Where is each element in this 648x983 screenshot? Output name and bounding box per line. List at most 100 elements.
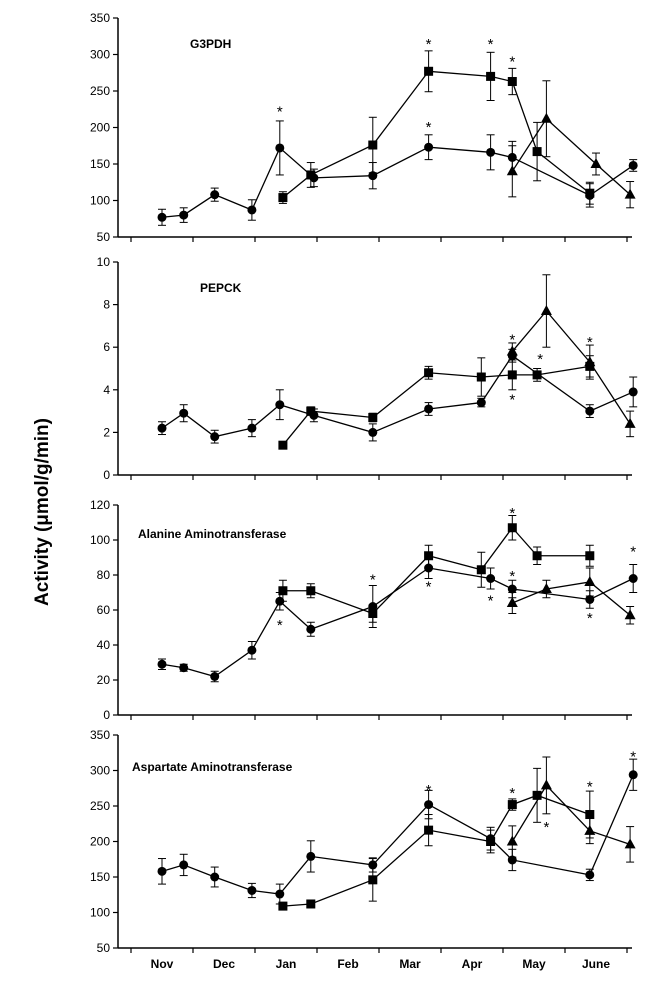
y-tick-label: 150 (90, 870, 110, 884)
significance-asterisk: * (509, 785, 515, 802)
y-tick-label: 2 (103, 425, 110, 439)
data-point-circle (628, 387, 638, 397)
series-line (511, 309, 631, 425)
data-point-circle (210, 190, 220, 200)
data-point-circle (628, 770, 638, 780)
data-point-square (486, 837, 496, 846)
significance-asterisk: * (509, 391, 515, 408)
significance-asterisk: * (509, 332, 515, 349)
data-point-square (507, 370, 517, 380)
data-point-square (585, 188, 595, 198)
data-point-triangle (624, 188, 636, 199)
series-triangle (506, 80, 636, 209)
series-circle (157, 348, 638, 444)
data-point-triangle (624, 417, 636, 428)
series-line (161, 567, 634, 678)
data-point-circle (210, 872, 220, 882)
y-tick-label: 300 (90, 764, 110, 778)
data-point-circle (585, 870, 595, 880)
significance-asterisk: * (426, 782, 432, 799)
data-point-circle (179, 860, 189, 870)
significance-asterisk: * (509, 505, 515, 522)
data-point-square (368, 875, 378, 885)
data-point-circle (157, 212, 167, 222)
data-point-circle (585, 595, 595, 604)
panel-3: 0 20 40 60 80 100 120 Alanine Aminotransferase *… (90, 498, 638, 722)
data-point-square (532, 551, 542, 561)
significance-asterisk: * (630, 544, 636, 561)
data-point-circle (247, 423, 257, 433)
data-point-circle (424, 404, 434, 414)
data-point-triangle (540, 304, 552, 315)
significance-asterisk: * (509, 53, 515, 70)
significance-asterisk: * (587, 610, 593, 627)
series-triangle (506, 756, 636, 863)
series-line (161, 354, 634, 438)
series-line (282, 794, 591, 907)
significance-asterisk: * (543, 819, 549, 836)
y-tick-label: 350 (90, 728, 110, 742)
significance-asterisk: * (426, 579, 432, 596)
y-tick-label: 0 (103, 708, 110, 722)
significance-asterisk: * (537, 351, 543, 368)
panel-title: Aspartate Aminotransferase (132, 760, 293, 774)
data-point-circle (275, 143, 285, 153)
y-tick-label: 120 (90, 498, 110, 512)
series-square (278, 515, 595, 623)
data-point-circle (157, 659, 167, 669)
data-point-square (424, 551, 434, 561)
data-point-circle (424, 800, 434, 810)
data-point-circle (476, 398, 486, 408)
significance-asterisk: * (630, 749, 636, 766)
data-point-circle (628, 574, 638, 583)
data-point-circle (179, 663, 189, 673)
data-point-circle (507, 855, 517, 865)
data-point-square (476, 372, 486, 382)
data-point-triangle (506, 597, 518, 607)
panel-title: G3PDH (190, 37, 231, 51)
data-point-triangle (540, 112, 552, 123)
significance-asterisk: * (370, 572, 376, 589)
data-point-square (368, 140, 378, 150)
month-label: Mar (399, 957, 421, 971)
series-line (161, 774, 634, 895)
data-point-circle (507, 584, 517, 594)
data-point-square (368, 412, 378, 422)
data-point-triangle (584, 356, 596, 367)
y-tick-label: 350 (90, 11, 110, 25)
month-label: Nov (151, 957, 174, 971)
data-point-circle (247, 205, 257, 215)
data-point-circle (424, 142, 434, 152)
data-point-triangle (506, 345, 518, 356)
data-point-triangle (624, 609, 636, 620)
series-square (278, 50, 595, 205)
data-point-square (306, 170, 316, 180)
data-point-square (585, 551, 595, 561)
data-point-square (507, 523, 517, 533)
panel-title: Alanine Aminotransferase (138, 527, 287, 541)
y-tick-label: 100 (90, 906, 110, 920)
data-point-circle (179, 210, 189, 220)
significance-asterisk: * (509, 568, 515, 585)
series-triangle (506, 274, 636, 438)
data-point-square (424, 825, 434, 835)
month-label: Apr (462, 957, 483, 971)
data-point-square (507, 800, 517, 810)
data-point-circle (157, 423, 167, 433)
y-axis-label: Activity (μmol/g/min) (32, 418, 53, 606)
panel-1: 50 100 150 200 250 300 350 G3PDH * * * * * (90, 11, 638, 244)
significance-asterisk: * (277, 617, 283, 634)
y-tick-label: 6 (103, 340, 110, 354)
data-point-triangle (506, 835, 518, 846)
y-tick-label: 4 (103, 383, 110, 397)
y-tick-label: 50 (97, 230, 111, 244)
series-circle (157, 557, 638, 683)
month-label: June (582, 957, 610, 971)
y-tick-label: 8 (103, 298, 110, 312)
data-point-square (278, 193, 288, 203)
data-point-triangle (624, 838, 636, 849)
data-point-triangle (590, 158, 602, 168)
y-tick-label: 100 (90, 194, 110, 208)
